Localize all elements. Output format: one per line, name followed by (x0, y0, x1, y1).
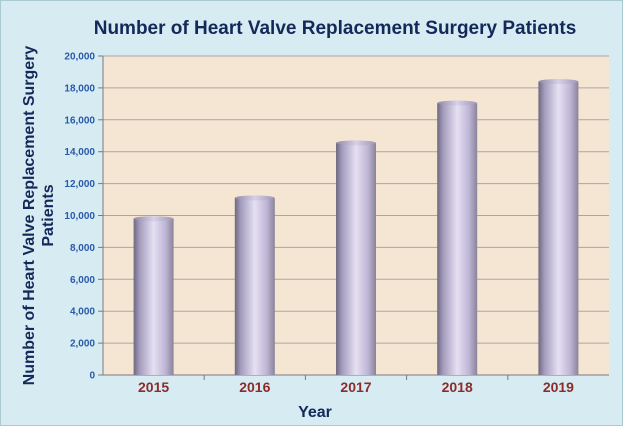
y-tick-label: 8,000 (70, 243, 95, 254)
bar-cap-2017 (336, 140, 376, 146)
bar-2016 (234, 197, 275, 375)
bar-cap-2016 (234, 195, 275, 201)
bar-2015 (133, 218, 174, 375)
y-tick-label: 0 (89, 371, 95, 382)
bar-cap-2015 (133, 216, 174, 222)
bar-cap-2019 (538, 79, 579, 85)
x-tick-label: 2015 (138, 379, 169, 395)
bars (133, 79, 579, 376)
y-tick-label: 16,000 (64, 115, 95, 126)
x-tick-label: 2016 (239, 379, 270, 395)
y-tick-label: 20,000 (64, 52, 95, 63)
y-tick-label: 14,000 (64, 147, 95, 158)
y-tick-label: 18,000 (64, 83, 95, 94)
y-axis-label-line-1: Number of Heart Valve Replacement Surger… (21, 46, 38, 386)
bar-2017 (336, 142, 376, 375)
y-tick-label: 2,000 (70, 339, 95, 350)
bar-2019 (538, 81, 579, 376)
x-tick-label: 2017 (340, 379, 371, 395)
chart-title: Number of Heart Valve Replacement Surger… (94, 18, 577, 39)
x-tick-label: 2019 (543, 379, 574, 395)
y-tick-label: 12,000 (64, 179, 95, 190)
x-axis-ticks: 2015 2016 2017 2018 2019 (138, 379, 574, 395)
y-axis-label-line-2: Patients (40, 184, 57, 246)
x-tick-label: 2018 (442, 379, 473, 395)
y-tick-label: 6,000 (70, 275, 95, 286)
y-axis-ticks: 0 2,000 4,000 6,000 8,000 10,000 12,000 14,000 1… (64, 52, 95, 382)
bar-2018 (437, 103, 478, 376)
y-tick-label: 4,000 (70, 307, 95, 318)
bar-cap-2018 (437, 100, 478, 106)
x-axis-label: Year (298, 404, 332, 421)
y-tick-label: 10,000 (64, 211, 95, 222)
